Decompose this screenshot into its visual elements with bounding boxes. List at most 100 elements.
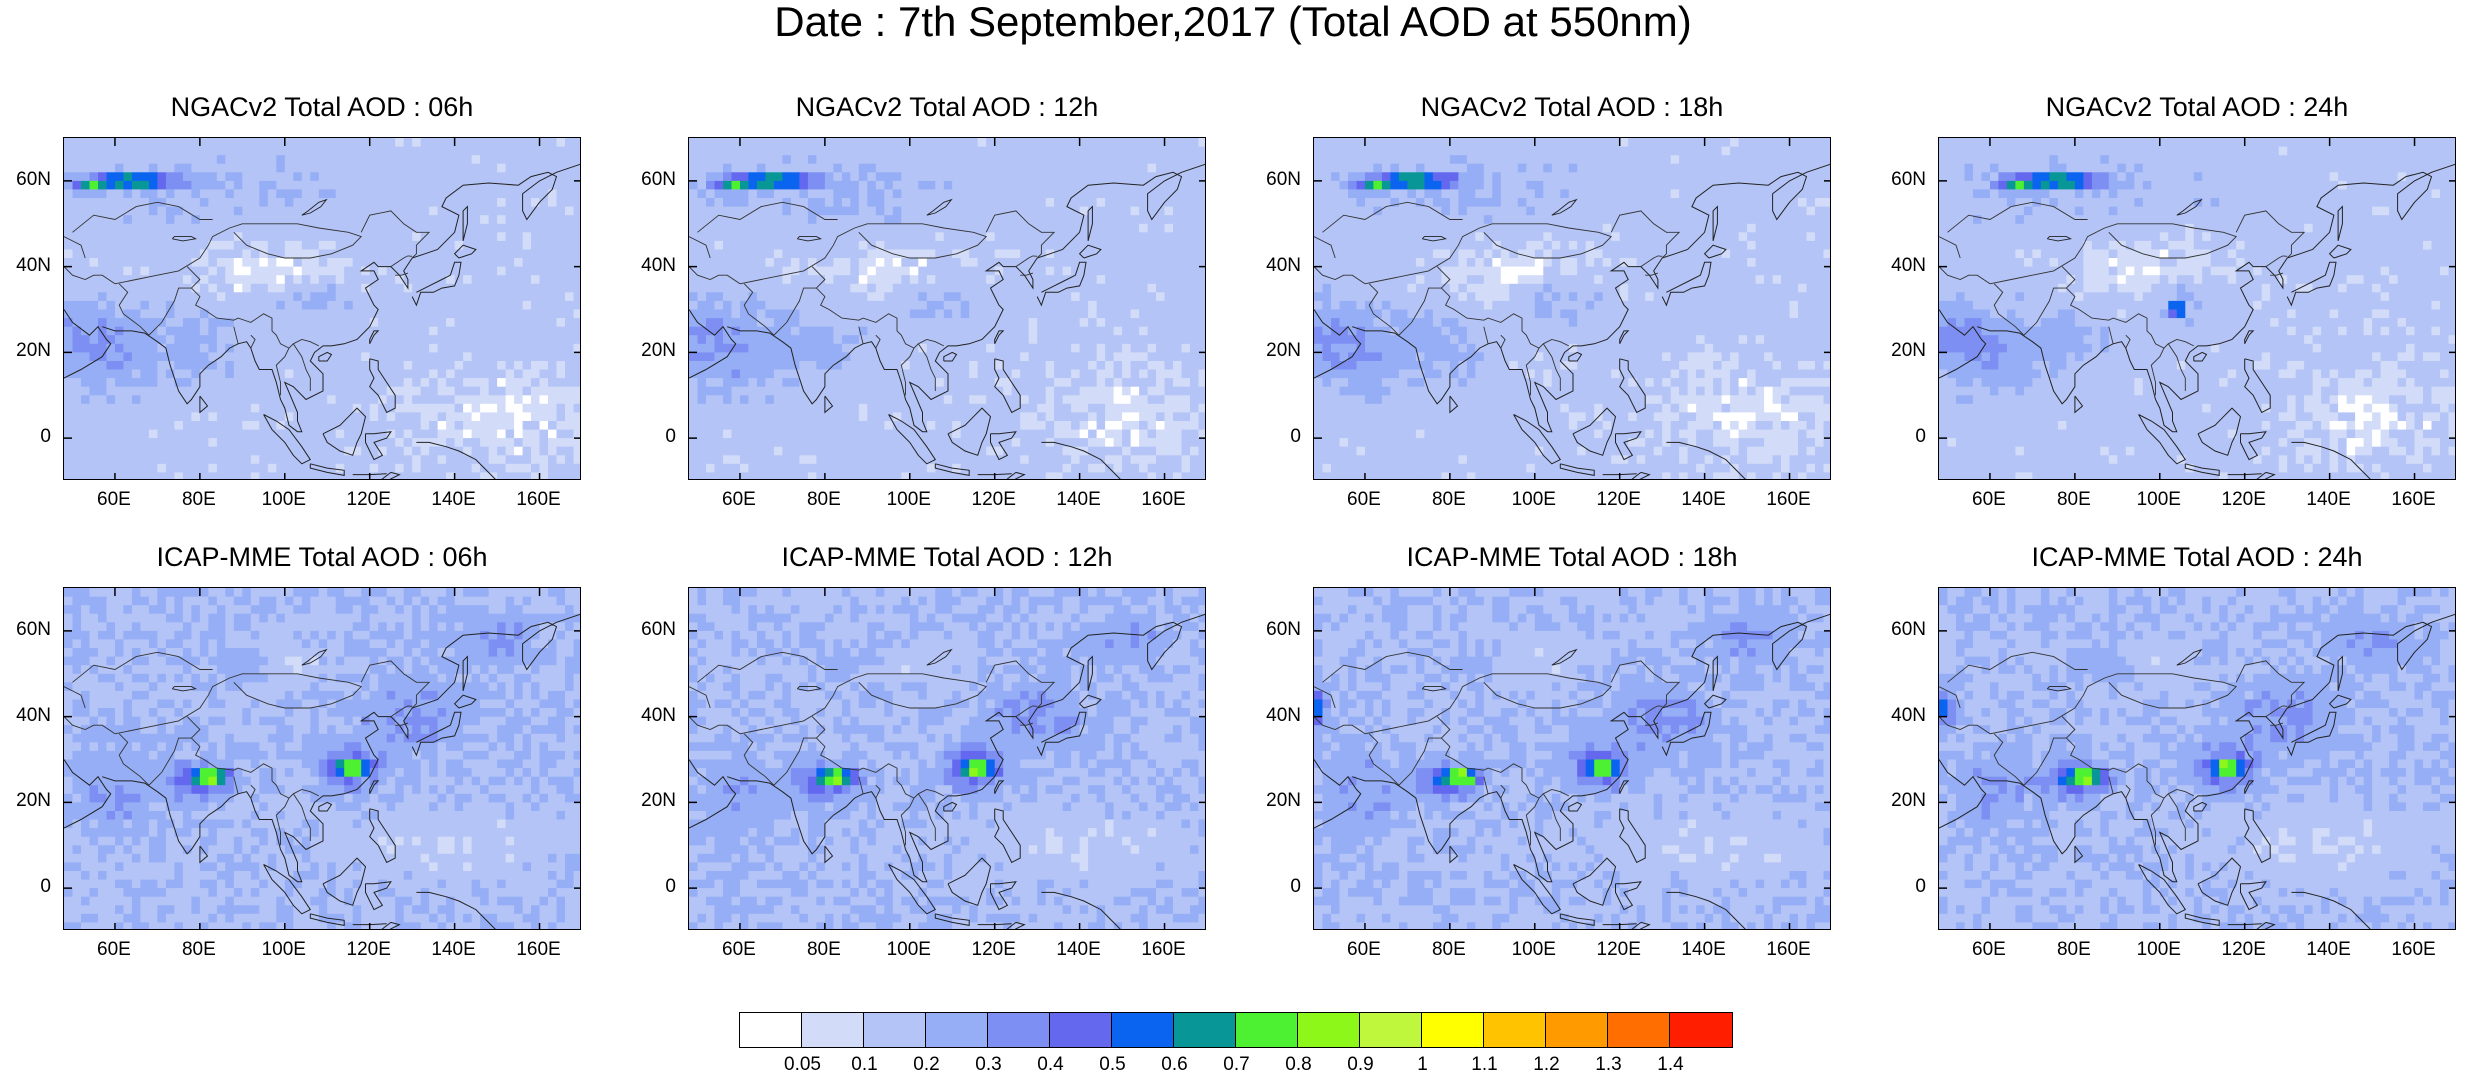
aod-grid-cell bbox=[90, 172, 99, 181]
aod-grid-cell bbox=[285, 267, 294, 276]
aod-grid-cell bbox=[336, 198, 345, 207]
aod-grid-cell bbox=[557, 241, 566, 250]
aod-grid-cell bbox=[1105, 147, 1114, 156]
aod-grid-cell bbox=[799, 412, 808, 421]
aod-grid-cell bbox=[952, 258, 961, 267]
aod-grid-cell bbox=[1097, 224, 1106, 233]
aod-grid-cell bbox=[961, 472, 970, 480]
aod-grid-cell bbox=[115, 447, 124, 456]
aod-grid-cell bbox=[149, 361, 158, 370]
aod-grid-cell bbox=[1156, 327, 1165, 336]
aod-grid-cell bbox=[472, 352, 481, 361]
aod-grid-cell bbox=[64, 412, 73, 421]
aod-grid-cell bbox=[183, 387, 192, 396]
aod-grid-cell bbox=[276, 464, 285, 473]
aod-grid-cell bbox=[336, 164, 345, 173]
aod-grid-cell bbox=[1054, 370, 1063, 379]
aod-grid-cell bbox=[336, 387, 345, 396]
aod-grid-cell bbox=[208, 172, 217, 181]
aod-grid-cell bbox=[64, 472, 73, 480]
aod-grid-cell bbox=[1088, 275, 1097, 284]
aod-grid-cell bbox=[480, 250, 489, 259]
aod-grid-cell bbox=[276, 258, 285, 267]
aod-grid-cell bbox=[336, 318, 345, 327]
aod-grid-cell bbox=[540, 352, 549, 361]
aod-grid-cell bbox=[876, 224, 885, 233]
aod-grid-cell bbox=[497, 181, 506, 190]
aod-grid-cell bbox=[1131, 258, 1140, 267]
aod-grid-cell bbox=[910, 164, 919, 173]
aod-grid-cell bbox=[370, 147, 379, 156]
aod-grid-cell bbox=[833, 395, 842, 404]
aod-grid-cell bbox=[732, 232, 741, 241]
aod-grid-cell bbox=[689, 387, 698, 396]
aod-grid-cell bbox=[1148, 438, 1157, 447]
aod-grid-cell bbox=[1088, 344, 1097, 353]
aod-grid-cell bbox=[480, 378, 489, 387]
aod-grid-cell bbox=[825, 430, 834, 439]
aod-grid-cell bbox=[421, 361, 430, 370]
aod-grid-cell bbox=[1173, 292, 1182, 301]
aod-grid-cell bbox=[1131, 370, 1140, 379]
aod-grid-cell bbox=[1139, 189, 1148, 198]
aod-grid-cell bbox=[1097, 335, 1106, 344]
aod-grid-cell bbox=[404, 404, 413, 413]
aod-grid-cell bbox=[995, 361, 1004, 370]
aod-grid-cell bbox=[1003, 344, 1012, 353]
aod-grid-cell bbox=[446, 138, 455, 147]
aod-grid-cell bbox=[1199, 189, 1207, 198]
aod-grid-cell bbox=[480, 258, 489, 267]
aod-grid-cell bbox=[1105, 344, 1114, 353]
aod-grid-cell bbox=[867, 430, 876, 439]
aod-grid-cell bbox=[1054, 447, 1063, 456]
aod-grid-cell bbox=[455, 421, 464, 430]
aod-grid-cell bbox=[293, 241, 302, 250]
aod-grid-cell bbox=[1088, 189, 1097, 198]
aod-grid-cell bbox=[1122, 138, 1131, 147]
aod-grid-cell bbox=[404, 361, 413, 370]
aod-grid-cell bbox=[455, 172, 464, 181]
aod-grid-cell bbox=[1131, 310, 1140, 319]
aod-grid-cell bbox=[140, 138, 149, 147]
aod-grid-cell bbox=[715, 370, 724, 379]
aod-grid-cell bbox=[910, 138, 919, 147]
aod-grid-cell bbox=[463, 147, 472, 156]
aod-grid-cell bbox=[740, 189, 749, 198]
aod-grid-cell bbox=[497, 404, 506, 413]
aod-grid-cell bbox=[893, 301, 902, 310]
aod-grid-cell bbox=[64, 207, 73, 216]
aod-grid-cell bbox=[123, 301, 132, 310]
aod-grid-cell bbox=[217, 250, 226, 259]
aod-grid-cell bbox=[927, 472, 936, 480]
aod-grid-cell bbox=[1054, 138, 1063, 147]
aod-grid-cell bbox=[1156, 344, 1165, 353]
aod-grid-cell bbox=[1190, 361, 1199, 370]
aod-grid-cell bbox=[166, 189, 175, 198]
aod-grid-cell bbox=[115, 464, 124, 473]
aod-grid-cell bbox=[1088, 267, 1097, 276]
aod-grid-cell bbox=[1012, 378, 1021, 387]
aod-grid-cell bbox=[565, 361, 574, 370]
aod-grid-cell bbox=[927, 284, 936, 293]
aod-grid-cell bbox=[1029, 241, 1038, 250]
aod-grid-cell bbox=[698, 438, 707, 447]
aod-grid-cell bbox=[978, 172, 987, 181]
aod-grid-cell bbox=[825, 327, 834, 336]
aod-grid-cell bbox=[132, 250, 141, 259]
aod-grid-cell bbox=[799, 464, 808, 473]
aod-grid-cell bbox=[791, 147, 800, 156]
aod-grid-cell bbox=[969, 284, 978, 293]
aod-grid-cell bbox=[251, 198, 260, 207]
aod-grid-cell bbox=[952, 198, 961, 207]
aod-grid-cell bbox=[149, 258, 158, 267]
aod-grid-cell bbox=[1148, 361, 1157, 370]
aod-grid-cell bbox=[387, 430, 396, 439]
aod-grid-cell bbox=[757, 387, 766, 396]
aod-grid-cell bbox=[986, 378, 995, 387]
aod-grid-cell bbox=[293, 378, 302, 387]
aod-grid-cell bbox=[1097, 404, 1106, 413]
aod-grid-cell bbox=[842, 472, 851, 480]
aod-grid-cell bbox=[242, 378, 251, 387]
aod-grid-cell bbox=[706, 464, 715, 473]
aod-grid-cell bbox=[310, 189, 319, 198]
